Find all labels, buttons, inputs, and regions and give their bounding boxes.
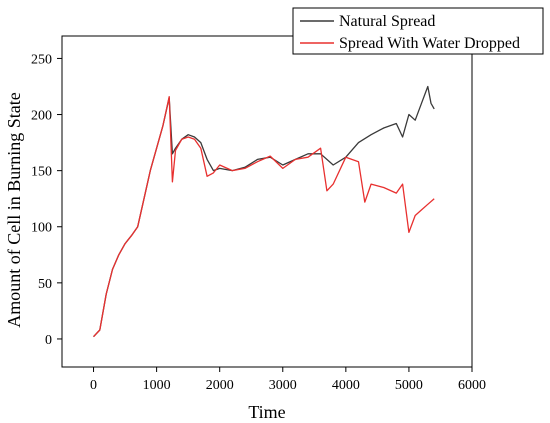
y-axis-label: Amount of Cell in Burning State: [4, 92, 24, 328]
y-tick-label: 150: [31, 165, 52, 180]
axis-ticks: 0 1000 2000 3000 4000 5000 6000 0 50 100 150 200 250: [31, 52, 486, 393]
y-tick-label: 100: [31, 221, 52, 236]
x-tick-label: 5000: [395, 378, 423, 393]
x-tick-label: 2000: [206, 378, 234, 393]
y-tick-label: 50: [38, 277, 52, 292]
legend: Natural Spread Spread With Water Dropped: [292, 7, 544, 55]
y-tick-label: 0: [45, 333, 52, 348]
x-tick-label: 6000: [458, 378, 486, 393]
x-tick-label: 4000: [332, 378, 360, 393]
series-lines: [93, 85, 435, 338]
y-tick-label: 250: [31, 52, 52, 67]
legend-box: [292, 7, 544, 55]
series-line-water-dropped: [93, 95, 435, 338]
legend-label-water-dropped: Spread With Water Dropped: [339, 35, 520, 52]
series-line-natural-spread: [93, 85, 435, 338]
x-tick-label: 1000: [143, 378, 171, 393]
x-tick-label: 3000: [269, 378, 297, 393]
x-axis-label: Time: [248, 402, 285, 422]
x-tick-label: 0: [90, 378, 97, 393]
legend-label-natural-spread: Natural Spread: [339, 13, 435, 30]
plot-frame: [61, 35, 473, 368]
y-tick-label: 200: [31, 109, 52, 124]
